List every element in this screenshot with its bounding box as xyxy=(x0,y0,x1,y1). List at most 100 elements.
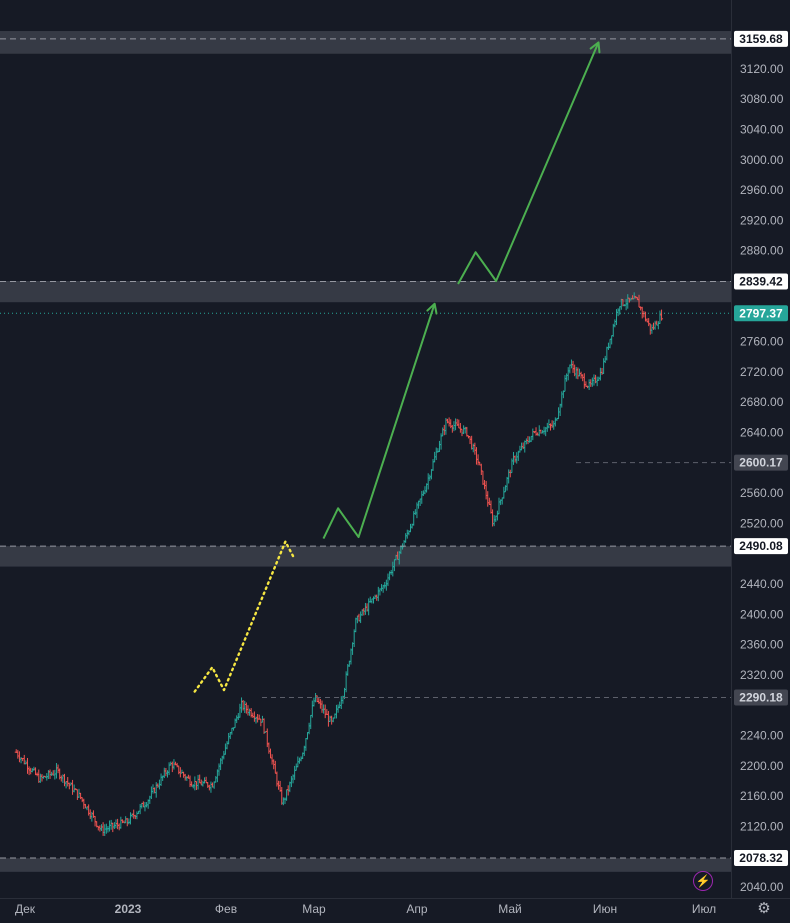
ohlc-bar xyxy=(484,480,488,500)
ohlc-bar xyxy=(452,421,456,432)
ohlc-bar xyxy=(431,459,435,471)
level-price-tag: 2839.42 xyxy=(734,273,788,290)
ohlc-bar xyxy=(371,596,375,604)
price-axis-tick-label: 2760.00 xyxy=(740,335,784,349)
gear-icon[interactable]: ⚙ xyxy=(757,900,771,917)
ohlc-bar xyxy=(542,426,546,435)
ohlc-bar xyxy=(206,782,210,788)
ohlc-bar xyxy=(608,338,612,349)
ohlc-bar xyxy=(268,748,272,759)
time-axis-label: Мар xyxy=(302,902,326,916)
ohlc-bar xyxy=(111,822,115,833)
ohlc-bar xyxy=(384,579,388,591)
ohlc-bar xyxy=(227,732,231,745)
ohlc-bar xyxy=(56,764,60,774)
price-axis-tick-label: 2920.00 xyxy=(740,213,784,227)
ohlc-bar xyxy=(217,763,221,776)
time-axis-label: Дек xyxy=(15,902,36,916)
ohlc-bar xyxy=(72,784,76,793)
ohlc-bar xyxy=(418,498,422,507)
zones-layer xyxy=(0,31,731,872)
ohlc-bar xyxy=(138,803,142,815)
price-axis-tick-label: 2120.00 xyxy=(740,819,784,833)
ohlc-bar xyxy=(116,818,120,830)
ohlc-bar xyxy=(63,773,67,787)
price-axis[interactable]: 3120.00 3080.00 3040.00 3000.00 2960.00 2920.… xyxy=(731,0,790,898)
ohlc-bar xyxy=(589,379,593,387)
ohlc-bar xyxy=(473,442,477,455)
price-axis-tick-label: 2040.00 xyxy=(740,880,784,894)
ohlc-bar xyxy=(367,598,371,616)
ohlc-bar xyxy=(489,500,493,514)
ohlc-bar xyxy=(132,809,136,819)
level-price-tag-box xyxy=(734,30,788,47)
dotted-projection-path xyxy=(193,540,296,693)
ohlc-bar xyxy=(429,469,433,480)
ohlc-bar xyxy=(238,703,242,718)
ohlc-bar xyxy=(437,440,441,453)
ohlc-bar xyxy=(243,700,247,714)
ohlc-bar xyxy=(552,420,556,430)
ohlc-bar xyxy=(196,774,200,790)
ohlc-bar xyxy=(310,700,314,718)
ohlc-bar xyxy=(354,617,358,633)
ohlc-bar xyxy=(576,367,580,380)
ohlc-bar xyxy=(413,509,417,515)
dashed-level-price-tag-box xyxy=(734,689,788,706)
ohlc-bar xyxy=(574,366,578,379)
ohlc-bar xyxy=(154,782,158,798)
ohlc-bar xyxy=(658,310,662,324)
ohlc-bar xyxy=(297,757,301,764)
ohlc-bar xyxy=(188,775,192,788)
lightning-icon[interactable]: ⚡ xyxy=(693,871,713,891)
ohlc-bar xyxy=(417,500,421,509)
ohlc-bar xyxy=(183,773,187,781)
time-axis-label: Июл xyxy=(692,902,716,916)
ohlc-bar xyxy=(474,447,478,465)
ohlc-bar xyxy=(304,738,308,751)
level-price-tag-box xyxy=(734,849,788,866)
arrow-head xyxy=(589,41,601,54)
ohlc-bar xyxy=(128,812,132,825)
ohlc-bar xyxy=(37,769,41,783)
price-axis-tick-label: 2320.00 xyxy=(740,668,784,682)
support-resistance-zone xyxy=(0,31,731,54)
ohlc-bar xyxy=(423,486,427,495)
ohlc-bar xyxy=(571,360,575,373)
price-axis-tick-label: 2240.00 xyxy=(740,729,784,743)
ohlc-bar xyxy=(270,754,274,765)
ohlc-bar xyxy=(598,367,602,381)
price-axis-tick-label: 3000.00 xyxy=(740,153,784,167)
ohlc-bar xyxy=(309,714,313,730)
level-price-tag: 2078.32 xyxy=(734,849,788,866)
ohlc-bar xyxy=(230,727,234,735)
ohlc-bar xyxy=(602,358,606,374)
ohlc-bar xyxy=(75,789,79,800)
ohlc-bar xyxy=(125,817,129,827)
time-axis[interactable]: Дек 2023 Фев Мар Апр Май Июн Июл xyxy=(0,898,790,923)
ohlc-bar xyxy=(53,769,57,780)
ohlc-bar xyxy=(339,696,343,710)
ohlc-bar xyxy=(590,377,594,387)
price-axis-tick-label: 2960.00 xyxy=(740,183,784,197)
ohlc-bar xyxy=(328,715,332,722)
ohlc-bar xyxy=(88,809,92,820)
ohlc-bar xyxy=(656,321,660,330)
time-axis-background xyxy=(0,898,790,923)
ohlc-bar xyxy=(299,756,303,762)
price-axis-tick-label: 2160.00 xyxy=(740,789,784,803)
level-price-tag: 2490.08 xyxy=(734,538,788,555)
ohlc-bar xyxy=(547,419,551,429)
ohlc-bar xyxy=(563,375,567,392)
ohlc-bar xyxy=(524,438,528,445)
price-axis-tick-label: 2440.00 xyxy=(740,577,784,591)
projection-paths-layer xyxy=(193,41,601,693)
ohlc-bar xyxy=(191,784,195,789)
ohlc-bar xyxy=(434,447,438,461)
ohlc-bar xyxy=(244,702,248,714)
ohlc-bar xyxy=(108,820,112,832)
ohlc-bar xyxy=(162,767,166,779)
ohlc-bar xyxy=(565,373,569,382)
ohlc-bar xyxy=(454,418,458,431)
